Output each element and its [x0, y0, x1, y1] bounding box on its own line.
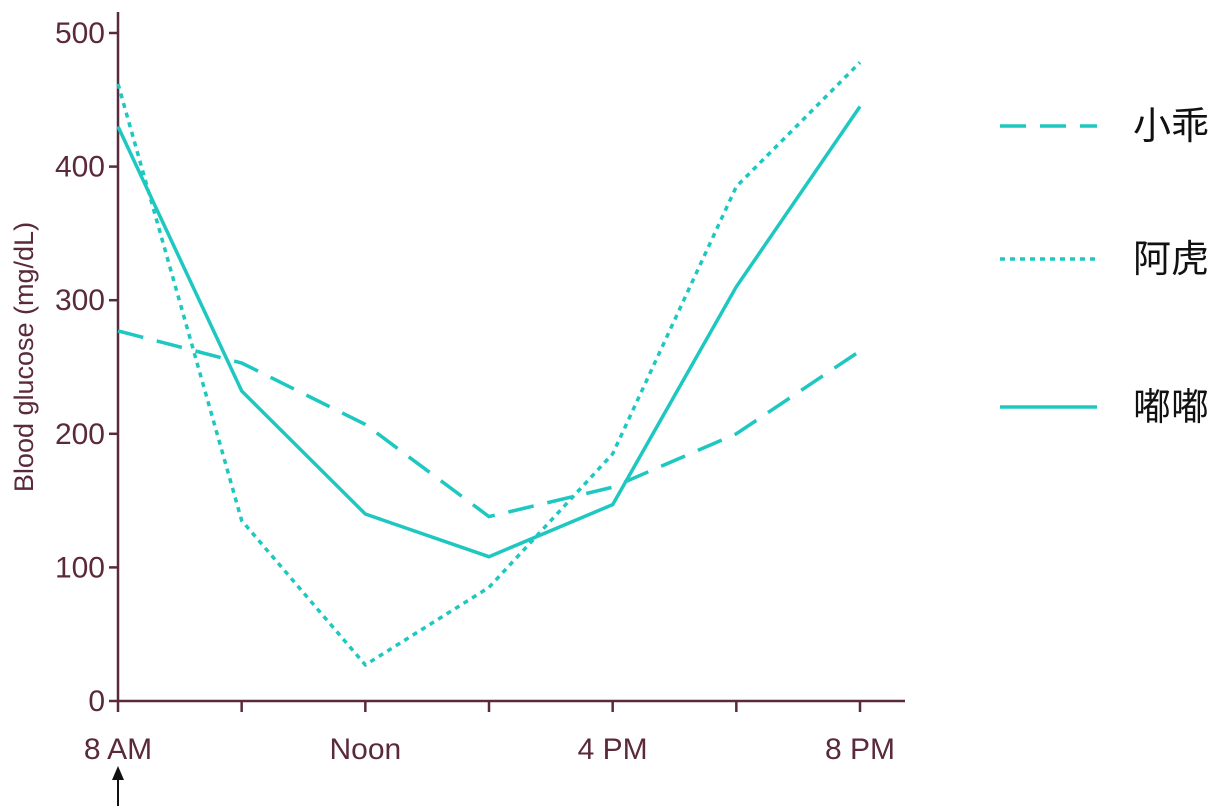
- x-tick-label: 4 PM: [578, 733, 648, 766]
- arrow-head: [112, 766, 124, 780]
- x-tick-label: Noon: [329, 733, 401, 766]
- series-line-1: [117, 329, 861, 519]
- series-line-3: [116, 105, 862, 559]
- legend-label-3: 嘟嘟: [1133, 385, 1209, 429]
- y-axis-label: Blood glucose (mg/dL): [9, 222, 39, 492]
- axes: [116, 12, 905, 703]
- series-line-2: [116, 61, 862, 668]
- y-tick-label: 100: [55, 551, 105, 584]
- y-tick-label: 400: [55, 151, 105, 184]
- y-axis-ticks: 0 100 200 300 400 500: [55, 17, 118, 718]
- y-tick-label: 300: [55, 284, 105, 317]
- legend-label-2: 阿虎: [1133, 237, 1209, 281]
- start-arrow-icon: [112, 766, 124, 806]
- y-tick-label: 500: [55, 17, 105, 50]
- legend-label-1: 小乖: [1133, 104, 1209, 148]
- y-tick-label: 0: [88, 685, 105, 718]
- x-tick-label: 8 PM: [825, 733, 895, 766]
- y-tick-label: 200: [55, 418, 105, 451]
- x-tick-label: 8 AM: [84, 733, 152, 766]
- series-lines: [116, 61, 862, 668]
- x-axis-ticks: 8 AM Noon 4 PM 8 PM: [84, 701, 895, 766]
